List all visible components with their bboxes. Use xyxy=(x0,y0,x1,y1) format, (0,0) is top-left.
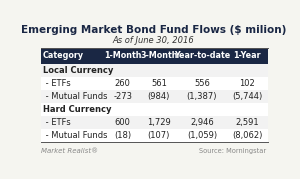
Text: - ETFs: - ETFs xyxy=(43,79,70,88)
Bar xyxy=(41,77,268,90)
Text: - Mutual Funds: - Mutual Funds xyxy=(43,131,107,140)
Text: Category: Category xyxy=(43,51,84,60)
Text: 600: 600 xyxy=(115,118,130,127)
Text: (18): (18) xyxy=(114,131,131,140)
Text: 1-Year: 1-Year xyxy=(233,51,261,60)
Text: As of June 30, 2016: As of June 30, 2016 xyxy=(113,36,195,45)
Text: - Mutual Funds: - Mutual Funds xyxy=(43,92,107,101)
Text: (984): (984) xyxy=(148,92,170,101)
Bar xyxy=(41,129,268,142)
Bar xyxy=(41,64,268,77)
Text: 3-Month: 3-Month xyxy=(140,51,178,60)
Bar xyxy=(41,103,268,116)
Text: 1,729: 1,729 xyxy=(147,118,171,127)
Text: (8,062): (8,062) xyxy=(232,131,262,140)
Bar xyxy=(41,116,268,129)
Text: Year-to-date: Year-to-date xyxy=(174,51,230,60)
Bar xyxy=(41,90,268,103)
Text: - ETFs: - ETFs xyxy=(43,118,70,127)
Text: 2,591: 2,591 xyxy=(236,118,259,127)
Text: (5,744): (5,744) xyxy=(232,92,262,101)
Text: 556: 556 xyxy=(194,79,210,88)
Text: Emerging Market Bond Fund Flows ($ milion): Emerging Market Bond Fund Flows ($ milio… xyxy=(21,25,286,35)
Text: Source: Morningstar: Source: Morningstar xyxy=(200,148,266,154)
Text: Local Currency: Local Currency xyxy=(43,66,113,75)
Text: Market Realist®: Market Realist® xyxy=(41,148,98,154)
Text: -273: -273 xyxy=(113,92,132,101)
Text: (107): (107) xyxy=(148,131,170,140)
Text: (1,387): (1,387) xyxy=(187,92,217,101)
Text: 102: 102 xyxy=(239,79,255,88)
Text: 561: 561 xyxy=(151,79,167,88)
Text: Hard Currency: Hard Currency xyxy=(43,105,111,114)
Text: 1-Month: 1-Month xyxy=(104,51,141,60)
Text: 260: 260 xyxy=(115,79,130,88)
Text: (1,059): (1,059) xyxy=(187,131,217,140)
Text: 2,946: 2,946 xyxy=(190,118,214,127)
